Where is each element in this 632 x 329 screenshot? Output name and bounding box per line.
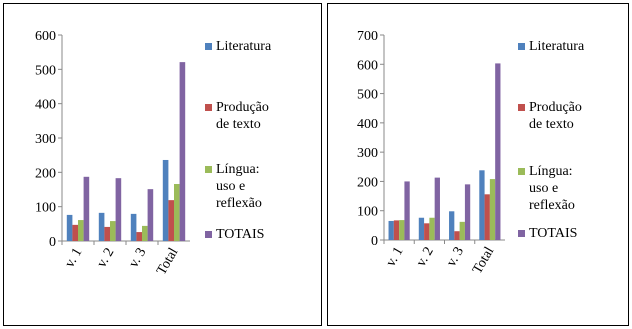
legend-label: TOTAIS [529,226,578,241]
y-tick-label: 100 [357,205,378,220]
x-tick-label: v. 1 [384,245,407,270]
legend-label: Língua: uso e reflexão [216,162,262,211]
bar [115,178,122,241]
x-tick-label: v. 3 [444,245,467,270]
y-tick-label: 700 [357,29,378,44]
legend-label: Literatura [529,39,585,54]
bar [464,184,471,240]
x-tick-label: Total [154,245,181,277]
legend-marker [518,168,525,175]
bar [162,159,169,241]
legend-marker [518,104,525,111]
y-tick-label: 600 [357,58,378,73]
y-tick-label: 500 [35,63,56,78]
bar [136,232,142,241]
x-tick-label: v. 2 [94,246,117,271]
legend-marker [205,43,212,50]
y-tick-label: 0 [371,234,378,249]
bar [404,181,410,240]
legend-label: Produção de texto [216,100,269,132]
y-tick-label: 0 [49,235,56,250]
legend-marker [205,166,212,173]
bar [484,194,490,240]
bar [495,63,501,241]
y-tick-label: 500 [357,88,378,103]
y-tick-label: 600 [35,29,56,44]
bar [418,217,425,240]
bar [424,223,430,240]
bar [489,179,496,240]
x-tick-label: v. 1 [62,246,85,271]
chart-frame [327,3,629,326]
bar [174,184,180,241]
legend-marker [518,43,525,50]
y-tick-label: 300 [35,132,56,147]
bar [434,177,440,240]
bar [104,226,110,241]
bar [454,231,460,240]
chart-frame [3,3,322,326]
bar [110,221,116,241]
bar [78,220,84,241]
bar [72,224,78,241]
bar [130,213,137,241]
bar [399,220,405,240]
legend-label: Língua: uso e reflexão [529,164,575,213]
x-tick-label: Total [470,244,497,276]
legend-label: TOTAIS [216,227,265,242]
bar [179,62,186,241]
bar [98,212,105,241]
y-tick-label: 300 [357,146,378,161]
legend-marker [518,230,525,237]
y-tick-label: 200 [35,166,56,181]
bar [83,176,90,241]
bar [429,217,435,240]
bar [459,221,465,240]
bar [449,211,455,240]
x-tick-label: v. 3 [126,246,149,271]
bar [142,225,148,241]
x-tick-label: v. 2 [414,245,437,270]
legend-label: Literatura [216,39,272,54]
bar [66,214,73,241]
legend-marker [205,231,212,238]
bar [393,220,400,240]
bar [479,170,485,240]
bar [388,220,394,240]
bar [168,200,174,241]
y-tick-label: 100 [35,201,56,216]
y-tick-label: 200 [357,175,378,190]
legend-label: Produção de texto [529,100,582,132]
y-tick-label: 400 [35,98,56,113]
legend-marker [205,104,212,111]
y-tick-label: 400 [357,117,378,132]
bar [147,189,154,241]
